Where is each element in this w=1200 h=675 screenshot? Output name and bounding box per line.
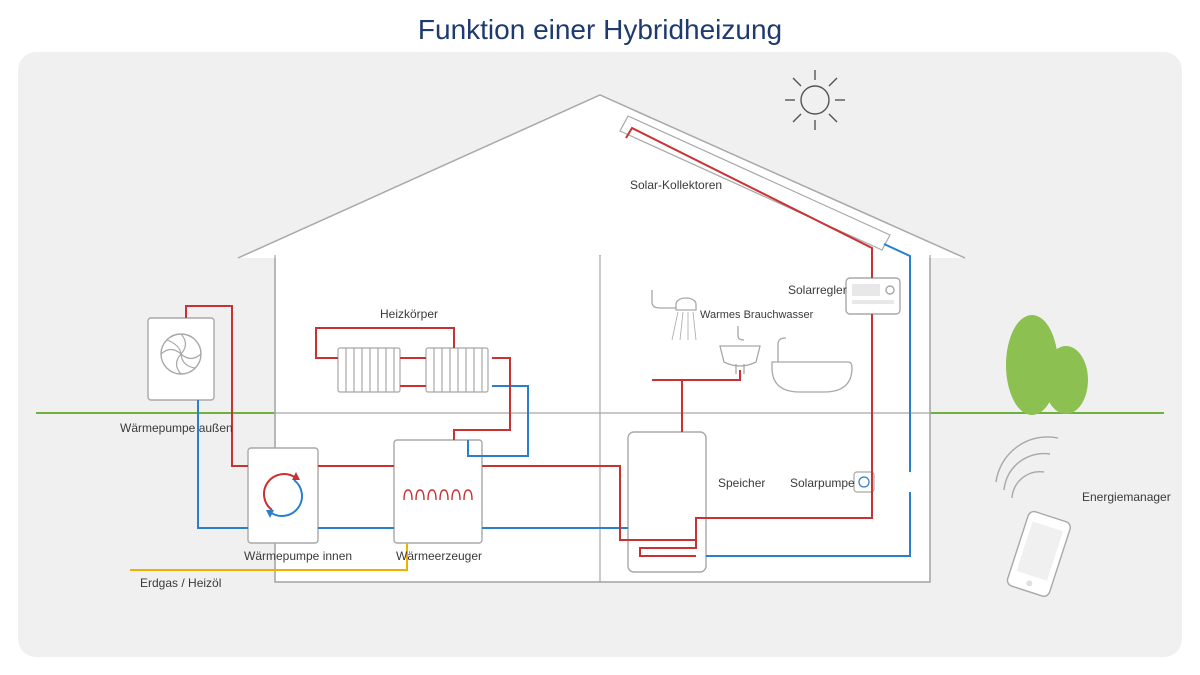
heat-pump-indoor-icon	[248, 448, 318, 543]
label-waermeerzeuger: Wärmeerzeuger	[396, 549, 482, 563]
heat-pump-outdoor-icon	[148, 318, 214, 400]
label-warmes-brauchwasser: Warmes Brauchwasser	[700, 309, 813, 321]
diagram-svg	[0, 0, 1200, 675]
label-energiemanager: Energiemanager	[1082, 490, 1171, 504]
smartphone-icon	[1006, 510, 1072, 598]
sun-icon	[785, 70, 845, 130]
label-speicher: Speicher	[718, 476, 765, 490]
label-solar-kollektoren: Solar-Kollektoren	[630, 178, 722, 192]
label-heizkoerper: Heizkörper	[380, 307, 438, 321]
solar-regulator-icon	[846, 278, 900, 314]
label-solarregler: Solarregler	[788, 283, 847, 297]
label-erdgas-heizoel: Erdgas / Heizöl	[140, 576, 221, 590]
wifi-icon	[996, 437, 1058, 498]
label-waermepumpe-innen: Wärmepumpe innen	[244, 549, 352, 563]
label-solarpumpe: Solarpumpe	[790, 476, 855, 490]
bush-icon	[1006, 315, 1088, 415]
label-waermepumpe-aussen: Wärmepumpe außen	[120, 421, 233, 435]
